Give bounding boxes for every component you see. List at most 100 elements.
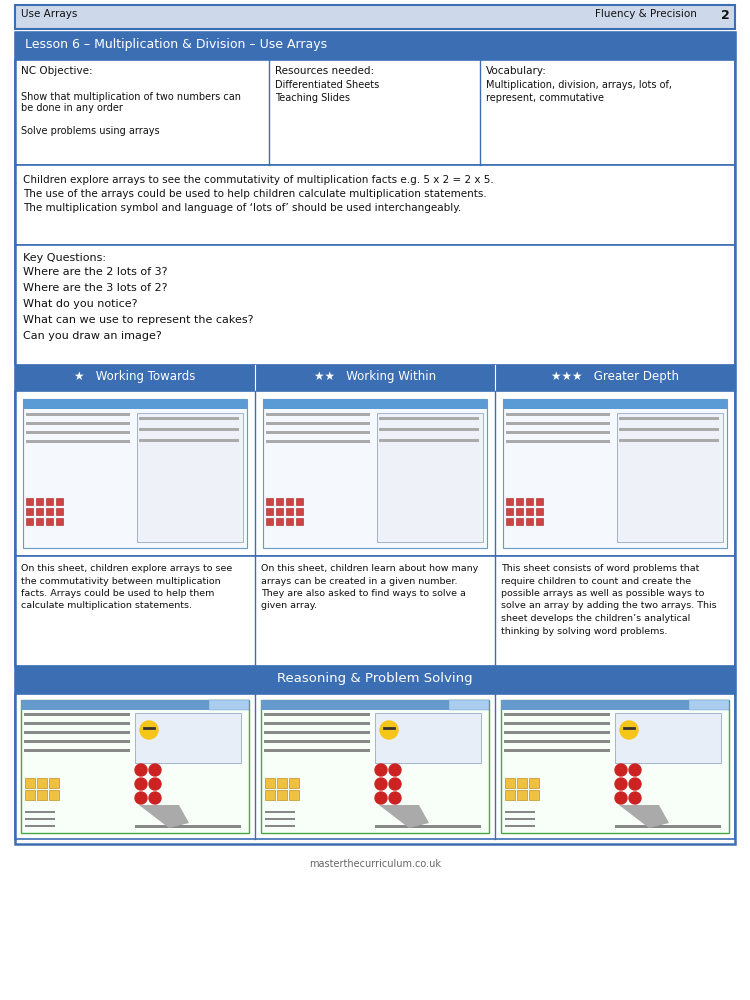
- Bar: [261, 700, 489, 710]
- Bar: [506, 508, 513, 515]
- Bar: [516, 518, 523, 525]
- Bar: [501, 700, 729, 710]
- Bar: [25, 825, 55, 827]
- Bar: [265, 818, 295, 820]
- Polygon shape: [379, 805, 429, 828]
- Bar: [15, 666, 735, 694]
- Bar: [504, 731, 610, 734]
- Text: Where are the 3 lots of 2?: Where are the 3 lots of 2?: [23, 283, 167, 293]
- Text: ★★   Working Within: ★★ Working Within: [314, 370, 436, 383]
- Bar: [36, 498, 43, 505]
- Text: Key Questions:: Key Questions:: [23, 253, 106, 263]
- Text: The multiplication symbol and language of ‘lots of’ should be used interchangeab: The multiplication symbol and language o…: [23, 203, 461, 213]
- Bar: [46, 498, 53, 505]
- Bar: [504, 713, 610, 716]
- Circle shape: [629, 778, 641, 790]
- Bar: [15, 391, 735, 556]
- Bar: [15, 32, 735, 60]
- Bar: [15, 365, 735, 391]
- Bar: [266, 498, 273, 505]
- Text: NC Objective:: NC Objective:: [21, 66, 93, 76]
- Bar: [379, 428, 479, 431]
- Bar: [36, 518, 43, 525]
- Bar: [504, 722, 610, 725]
- Bar: [617, 413, 723, 542]
- Text: Use Arrays: Use Arrays: [21, 9, 77, 19]
- Text: ★★★   Greater Depth: ★★★ Greater Depth: [551, 370, 679, 383]
- Circle shape: [135, 778, 147, 790]
- Bar: [24, 740, 130, 743]
- Bar: [266, 422, 370, 425]
- Text: What do you notice?: What do you notice?: [23, 299, 137, 309]
- Bar: [23, 399, 247, 409]
- Text: Solve problems using arrays: Solve problems using arrays: [21, 126, 160, 136]
- Bar: [506, 413, 610, 416]
- Bar: [15, 694, 735, 839]
- Bar: [375, 825, 481, 828]
- Text: What can we use to represent the cakes?: What can we use to represent the cakes?: [23, 315, 254, 325]
- Circle shape: [615, 764, 627, 776]
- Bar: [526, 498, 533, 505]
- Bar: [265, 811, 295, 813]
- Bar: [21, 700, 249, 710]
- Bar: [26, 413, 130, 416]
- Bar: [265, 825, 295, 827]
- Bar: [135, 825, 241, 828]
- Bar: [276, 508, 283, 515]
- Circle shape: [135, 764, 147, 776]
- Bar: [266, 431, 370, 434]
- Bar: [46, 518, 53, 525]
- Circle shape: [389, 792, 401, 804]
- Circle shape: [620, 721, 638, 739]
- Bar: [504, 740, 610, 743]
- Bar: [689, 700, 729, 710]
- Bar: [289, 790, 299, 800]
- Bar: [264, 749, 370, 752]
- Bar: [505, 778, 515, 788]
- Bar: [21, 700, 249, 833]
- Bar: [266, 518, 273, 525]
- Bar: [56, 508, 63, 515]
- Bar: [36, 508, 43, 515]
- Bar: [379, 417, 479, 420]
- Bar: [506, 440, 610, 443]
- Circle shape: [149, 792, 161, 804]
- Bar: [526, 518, 533, 525]
- Bar: [286, 498, 293, 505]
- Bar: [46, 508, 53, 515]
- Bar: [619, 439, 719, 442]
- Bar: [263, 399, 487, 409]
- Bar: [615, 713, 721, 763]
- Bar: [503, 399, 727, 548]
- Text: Differentiated Sheets: Differentiated Sheets: [275, 80, 380, 90]
- Bar: [277, 790, 287, 800]
- Bar: [264, 740, 370, 743]
- Text: Where are the 2 lots of 3?: Where are the 2 lots of 3?: [23, 267, 167, 277]
- Bar: [506, 422, 610, 425]
- Bar: [25, 778, 35, 788]
- Bar: [26, 518, 33, 525]
- Bar: [506, 518, 513, 525]
- Bar: [276, 518, 283, 525]
- Bar: [137, 413, 243, 542]
- Bar: [26, 440, 130, 443]
- Bar: [139, 428, 239, 431]
- Bar: [264, 713, 370, 716]
- Bar: [505, 811, 535, 813]
- Circle shape: [149, 764, 161, 776]
- Polygon shape: [619, 805, 669, 828]
- Bar: [264, 722, 370, 725]
- Bar: [24, 731, 130, 734]
- Bar: [26, 508, 33, 515]
- Text: 2: 2: [721, 9, 729, 22]
- Bar: [503, 399, 727, 409]
- Bar: [261, 700, 489, 833]
- Bar: [289, 778, 299, 788]
- Bar: [619, 428, 719, 431]
- Bar: [266, 440, 370, 443]
- Bar: [516, 498, 523, 505]
- Bar: [375, 713, 481, 763]
- Circle shape: [389, 764, 401, 776]
- Text: On this sheet, children explore arrays to see
the commutativity between multipli: On this sheet, children explore arrays t…: [21, 564, 232, 610]
- Text: masterthecurriculum.co.uk: masterthecurriculum.co.uk: [309, 859, 441, 869]
